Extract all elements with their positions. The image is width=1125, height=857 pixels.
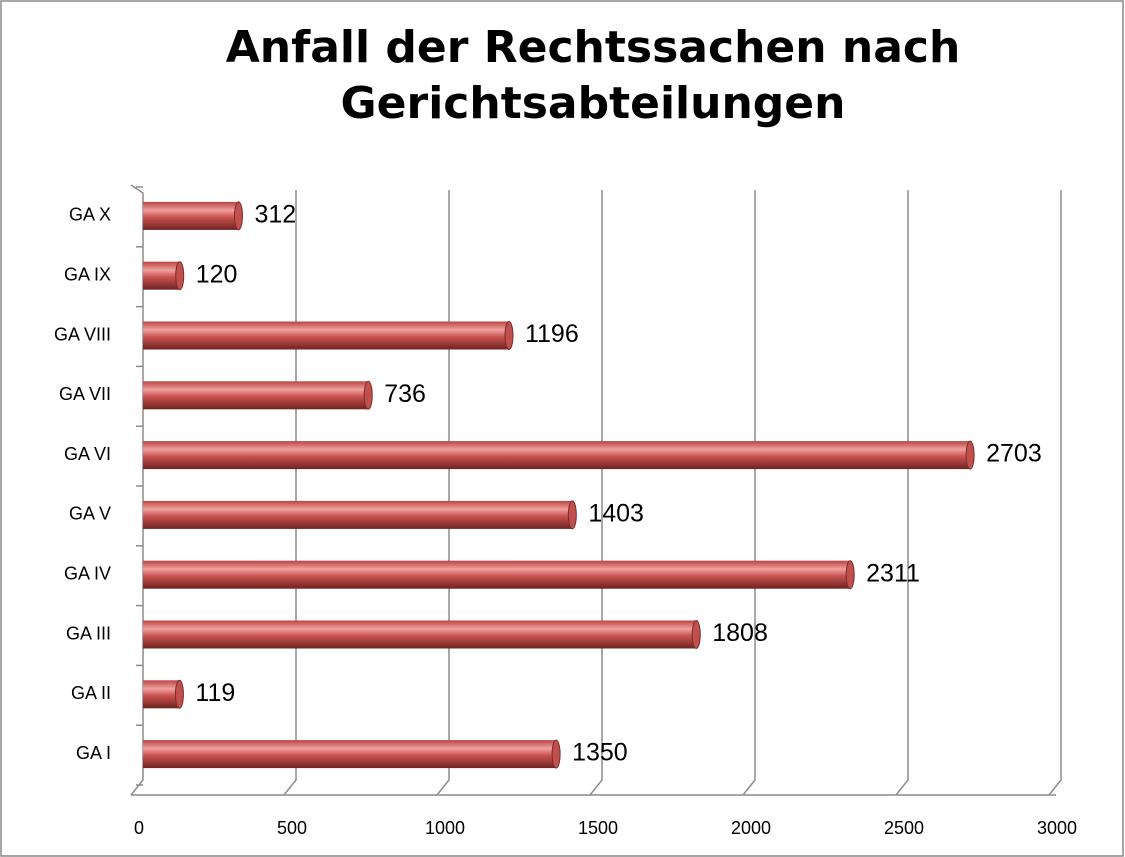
value-label: 1350 bbox=[572, 739, 628, 767]
y-tick-label: GA III bbox=[66, 623, 111, 643]
bar-cap bbox=[175, 261, 185, 291]
value-label: 2703 bbox=[986, 440, 1042, 468]
y-tick-label: GA VIII bbox=[54, 324, 111, 344]
bar-cap bbox=[504, 321, 514, 350]
bar-cap bbox=[965, 440, 975, 470]
value-label: 1808 bbox=[712, 619, 768, 647]
x-tick-label: 2500 bbox=[884, 818, 924, 838]
x-tick-label: 2000 bbox=[731, 818, 771, 838]
grid-line bbox=[436, 190, 450, 796]
value-label: 736 bbox=[384, 380, 426, 408]
x-tick-label: 1000 bbox=[425, 818, 465, 838]
bar bbox=[143, 740, 557, 769]
value-label: 119 bbox=[195, 679, 235, 707]
grid-line bbox=[589, 190, 603, 796]
y-tick-label: GA IV bbox=[64, 563, 111, 583]
value-label: 1196 bbox=[525, 320, 579, 348]
bar-cap bbox=[174, 679, 184, 709]
grid-line bbox=[1048, 190, 1062, 796]
x-tick-label: 500 bbox=[277, 818, 307, 838]
bar-cap bbox=[551, 739, 561, 769]
x-tick-label: 1500 bbox=[578, 818, 618, 838]
y-tick-label: GA I bbox=[76, 743, 111, 763]
bar bbox=[143, 680, 180, 709]
chart-title: Gerichtsabteilungen bbox=[341, 78, 846, 129]
grid-line bbox=[895, 190, 909, 796]
grid-line bbox=[742, 190, 756, 796]
bar bbox=[143, 441, 971, 470]
y-tick-label: GA II bbox=[71, 683, 111, 703]
y-tick-label: GA IX bbox=[64, 264, 111, 284]
bar bbox=[143, 560, 851, 589]
value-label: 2311 bbox=[866, 559, 920, 587]
bar-cap bbox=[233, 201, 243, 231]
y-tick-label: GA VI bbox=[64, 444, 111, 464]
value-label: 1403 bbox=[588, 500, 644, 528]
bar bbox=[143, 620, 697, 649]
value-label: 312 bbox=[254, 201, 296, 229]
chart-title: Anfall der Rechtssachen nach bbox=[226, 22, 961, 73]
bar bbox=[143, 261, 180, 290]
bar bbox=[143, 381, 369, 410]
bar-cap bbox=[691, 620, 701, 649]
y-tick-label: GA X bbox=[69, 205, 111, 225]
bar-cap bbox=[845, 560, 855, 590]
bar-cap bbox=[363, 380, 373, 410]
y-tick-label: GA VII bbox=[59, 384, 111, 404]
bar bbox=[143, 201, 239, 230]
x-tick-label: 0 bbox=[134, 818, 144, 838]
bar bbox=[143, 500, 573, 529]
bar-cap bbox=[567, 500, 577, 530]
bar bbox=[143, 321, 509, 350]
x-tick-label: 3000 bbox=[1037, 818, 1077, 838]
value-label: 120 bbox=[196, 260, 238, 288]
y-tick-label: GA V bbox=[69, 504, 111, 524]
